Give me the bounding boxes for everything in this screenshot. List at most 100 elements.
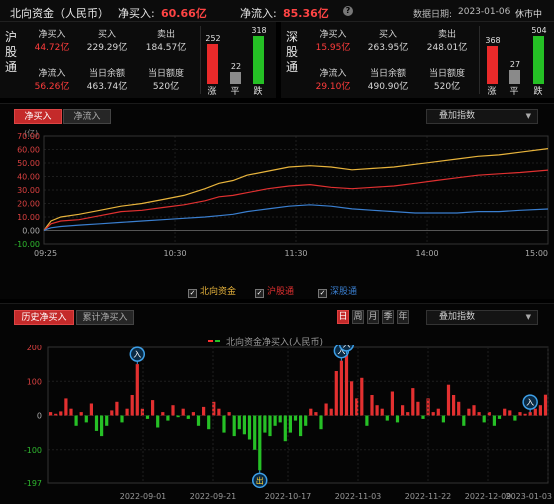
x-tick-label: 2022-12-09 [465,492,512,501]
period-week-button[interactable]: 周 [352,310,364,324]
history-bar [115,401,119,416]
history-bar [452,395,456,416]
history-bar [273,415,277,426]
tab-history-net-buy[interactable]: 历史净买入 [14,310,74,325]
summary-header: 北向资金（人民币） 净买入: 60.66亿 净流入: 85.36亿 ? 数据日期… [0,0,554,22]
history-bar [145,415,150,419]
tab-cumulative-net-buy[interactable]: 累计净买入 [76,310,134,325]
up-count: 252 [205,34,221,43]
history-bar [370,395,374,416]
history-bar [64,398,68,416]
x-tick-label: 11:30 [284,249,307,258]
help-icon[interactable]: ? [343,6,353,16]
period-year-button[interactable]: 年 [397,310,409,324]
legend-item-shenzhen[interactable]: ✓ 深股通 [318,284,357,298]
history-bar [441,415,445,423]
history-overlay-dropdown[interactable]: 叠加指数 ▼ [426,310,538,325]
history-bar [365,415,369,426]
down-bar [253,36,264,84]
history-bar [166,415,170,421]
cell-value: 184.57亿 [145,43,187,53]
period-day-button[interactable]: 日 [337,310,349,324]
cell-label: 净买入 [319,30,347,40]
history-bar [110,410,114,416]
intraday-line-chart: (亿)70.00 60.00 50.00 40.00 30.00 20.00 10.00 0.… [14,128,549,258]
history-bar [436,408,440,416]
history-bar [355,398,359,416]
checkbox-checked-icon[interactable]: ✓ [255,289,264,298]
y-tick-label: 30.00 [17,186,40,195]
period-quarter-button[interactable]: 季 [382,310,394,324]
history-bar [390,391,394,416]
legend-label: 深股通 [330,287,358,297]
history-bar [202,406,206,416]
shanghai-connect-panel: 沪股通 净买入 44.72亿 买入 229.29亿 卖出 184.57亿 净流入… [0,22,276,98]
chevron-down-icon: ▼ [525,112,531,120]
y-tick-label: 100 [27,377,42,386]
history-bar [339,360,343,416]
down-count: 318 [251,26,267,35]
history-bar [344,353,349,416]
overlay-index-dropdown[interactable]: 叠加指数 ▼ [426,109,538,124]
cell-label: 净流入 [38,69,66,79]
net-buy-label: 净买入: [118,7,155,20]
tab-net-buy[interactable]: 净买入 [14,109,62,124]
period-month-button[interactable]: 月 [367,310,379,324]
page-title: 北向资金（人民币） [10,7,109,20]
history-bar [477,412,481,416]
cell-value: 29.10亿 [315,82,351,92]
net-buy-value: 60.66亿 [161,7,207,20]
up-count: 368 [485,36,501,45]
history-bar [69,408,73,416]
legend-item-shanghai[interactable]: ✓ 沪股通 [255,284,294,298]
y-axis-unit: (亿) [24,128,38,138]
history-bar [350,381,354,416]
up-label: 涨 [207,87,217,97]
net-inflow-cell: 净流入 56.26亿 [22,66,82,92]
flat-bar [509,70,520,84]
checkbox-checked-icon[interactable]: ✓ [188,289,197,298]
history-bar [263,415,267,433]
history-bar [212,401,216,416]
history-bar [74,415,78,426]
history-panel: 历史净买入 累计净买入 日 周 月 季 年 叠加指数 ▼ 北向资金净买入(人民币… [0,303,554,504]
history-bar [59,411,63,416]
cell-value: 520亿 [152,82,180,92]
checkbox-checked-icon[interactable]: ✓ [318,289,327,298]
history-bar [314,412,318,416]
history-bar [125,408,129,416]
intraday-legend: ✓ 北向资金 ✓ 沪股通 ✓ 深股通 [0,284,554,298]
history-bar [227,412,231,416]
cell-label: 当日额度 [147,69,184,79]
up-label: 涨 [487,87,497,97]
x-tick-label: 15:00 [525,249,548,258]
outflow-marker-icon [251,472,268,489]
buy-cell: 买入 263.95亿 [358,27,418,53]
history-bar [288,415,292,433]
history-bar [421,415,425,419]
cell-value: 263.95亿 [367,43,409,53]
market-status: 休市中 [515,10,543,20]
x-tick-label: 2022-11-22 [405,492,452,501]
net-buy-cell: 净买入 44.72亿 [22,27,82,53]
history-bar [462,415,466,426]
cell-label: 当日额度 [428,69,465,79]
series-line-2 [43,204,549,232]
history-bar [247,415,252,440]
history-bar [431,412,435,416]
marker-label: 出 [256,475,264,485]
y-tick-label: 20.00 [17,200,40,209]
tab-net-inflow[interactable]: 净流入 [63,109,111,124]
history-bar [89,403,93,416]
history-bar [196,415,201,426]
inflow-marker-icon [338,345,355,352]
history-bar [487,412,491,416]
history-bar [278,415,282,423]
cell-label: 买入 [97,30,116,40]
x-tick-label: 10:30 [164,249,187,258]
intraday-panel: 净买入 净流入 叠加指数 ▼ (亿) 70.00 60.00 50.00 40.00 30… [0,103,554,299]
history-bar [299,415,303,437]
history-bar [401,405,405,416]
legend-item-northbound[interactable]: ✓ 北向资金 [188,284,236,298]
history-bar [242,415,246,435]
